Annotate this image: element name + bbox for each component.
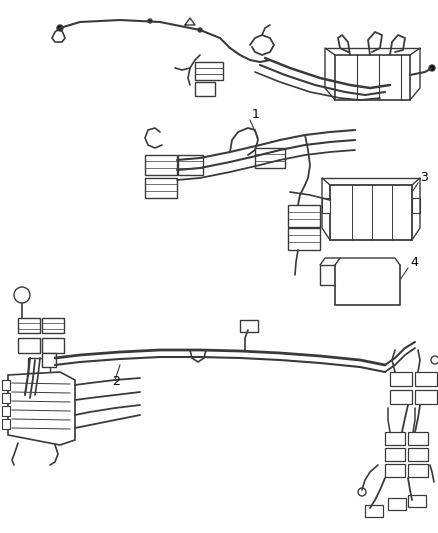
Bar <box>387 498 405 510</box>
Circle shape <box>357 488 365 496</box>
Bar <box>407 464 427 477</box>
Polygon shape <box>8 372 75 445</box>
Bar <box>384 448 404 461</box>
Bar <box>42 338 64 353</box>
Circle shape <box>57 25 63 31</box>
Circle shape <box>148 19 152 23</box>
Circle shape <box>430 356 438 364</box>
Bar <box>384 432 404 445</box>
Bar <box>407 448 427 461</box>
Bar <box>28 358 50 373</box>
Bar <box>321 198 329 213</box>
Bar <box>287 205 319 227</box>
Bar <box>364 505 382 517</box>
Bar <box>2 406 10 416</box>
Bar <box>411 198 419 213</box>
Bar <box>389 372 411 386</box>
Bar <box>334 55 409 100</box>
Text: 3: 3 <box>419 171 427 184</box>
Bar <box>389 390 411 404</box>
Circle shape <box>198 28 201 32</box>
Bar <box>42 318 64 333</box>
Bar <box>414 390 436 404</box>
Bar <box>177 155 202 175</box>
Bar <box>194 62 223 80</box>
Text: 2: 2 <box>112 375 120 388</box>
Circle shape <box>14 287 30 303</box>
Bar <box>145 155 177 175</box>
Bar <box>407 432 427 445</box>
Bar <box>2 393 10 403</box>
Bar <box>145 178 177 198</box>
Bar <box>18 338 40 353</box>
Bar <box>194 82 215 96</box>
Bar <box>407 495 425 507</box>
Bar <box>414 372 436 386</box>
Bar <box>2 380 10 390</box>
Circle shape <box>428 65 434 71</box>
Bar <box>240 320 258 332</box>
Bar <box>2 419 10 429</box>
Bar <box>254 148 284 168</box>
Bar <box>329 185 411 240</box>
Bar <box>384 464 404 477</box>
Bar <box>287 228 319 250</box>
Text: 4: 4 <box>409 256 417 269</box>
Bar <box>18 318 40 333</box>
Bar <box>42 353 56 367</box>
Text: 1: 1 <box>251 108 259 121</box>
